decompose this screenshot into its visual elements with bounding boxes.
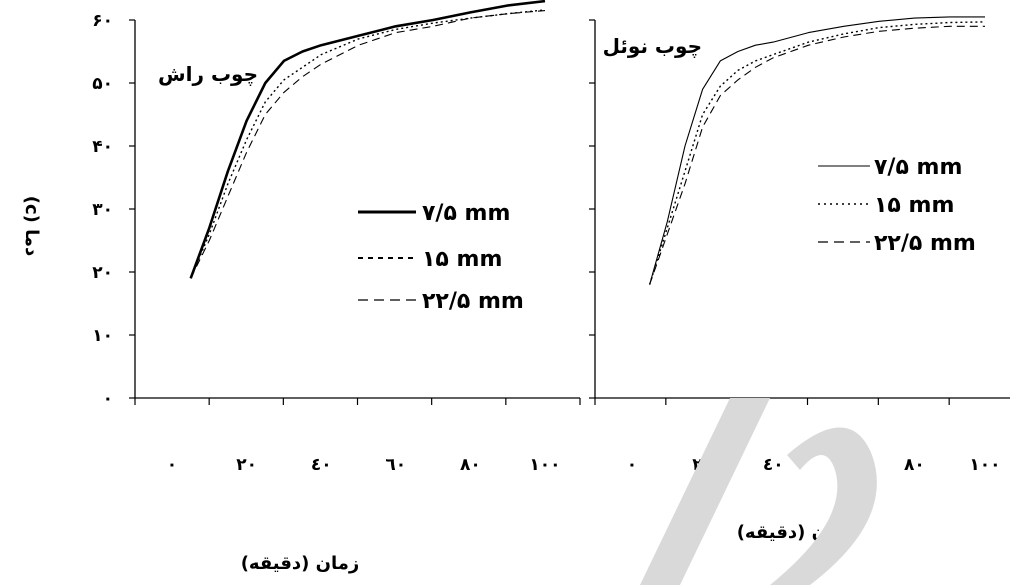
panel1-y-tick-label: ۵۰ bbox=[92, 74, 113, 94]
panel1-x-tick-label: ۰ bbox=[167, 455, 177, 475]
panel1-title: چوب راش bbox=[158, 62, 258, 87]
panel2-y-ticks bbox=[589, 19, 595, 399]
panel1-series-line-1 bbox=[189, 0, 546, 279]
panel1-y-tick-label: ۱۰ bbox=[92, 326, 113, 346]
panel2-x-tick-label: ۸۰ bbox=[904, 455, 925, 475]
panel1-legend-label-3: ۲۲/۵ mm bbox=[422, 289, 524, 314]
panel1-series-line-2 bbox=[190, 9, 546, 279]
panel1-x-tick-label: ۲۰ bbox=[236, 455, 257, 475]
panel2-x-tick-label: ۱۰۰ bbox=[969, 455, 1000, 475]
watermark bbox=[640, 398, 877, 585]
panel1-y-tick-labels: ۰ ۱۰ ۲۰ ۳۰ ۴۰ ۵۰ ۶۰ bbox=[92, 11, 113, 409]
panel2-x-tick-label: ۰ bbox=[627, 455, 637, 475]
panel2-legend-label-3: ۲۲/۵ mm bbox=[874, 231, 976, 256]
panel-1: ۰ ۱۰ ۲۰ ۳۰ ۴۰ ۵۰ ۶۰ ۰ ۲۰ ٤۰ ٦۰ ۸۰ ۱۰۰ چوب راش ۷/۵ m… bbox=[21, 0, 581, 574]
panel1-y-tick-label: ۶۰ bbox=[92, 11, 113, 31]
panel1-y-tick-label: ۲۰ bbox=[92, 263, 113, 283]
panel1-y-ticks bbox=[129, 19, 135, 399]
panel1-x-axis-label: زمان (دقیقه) bbox=[241, 553, 360, 574]
panel2-legend-label-1: ۷/۵ mm bbox=[874, 155, 962, 180]
panel1-y-axis-label: دما (c) bbox=[21, 196, 42, 257]
panel1-x-tick-label: ٤۰ bbox=[311, 455, 332, 475]
panel2-series-lines bbox=[648, 16, 986, 285]
panel1-y-tick-label: ۳۰ bbox=[92, 200, 113, 220]
panel2-legend-label-2: ۱۵ mm bbox=[874, 193, 954, 218]
panel2-x-tick-label: ٤۰ bbox=[763, 455, 784, 475]
panel2-series-line-3 bbox=[649, 25, 985, 285]
panel2-title: چوب نوئل bbox=[603, 34, 702, 59]
panel1-y-tick-label: ۰ bbox=[103, 389, 113, 409]
panel1-x-tick-label: ٦۰ bbox=[385, 455, 406, 475]
panel1-x-tick-labels: ۰ ۲۰ ٤۰ ٦۰ ۸۰ ۱۰۰ bbox=[167, 455, 561, 475]
panel1-legend: ۷/۵ mm ۱۵ mm ۲۲/۵ mm bbox=[358, 201, 524, 314]
panel2-legend: ۷/۵ mm ۱۵ mm ۲۲/۵ mm bbox=[818, 155, 976, 256]
panel2-series-line-1 bbox=[649, 16, 985, 285]
panel1-legend-label-1: ۷/۵ mm bbox=[422, 201, 510, 226]
panel1-x-tick-label: ۱۰۰ bbox=[529, 455, 560, 475]
panel1-series-line-3 bbox=[190, 10, 546, 279]
panel1-series-lines bbox=[189, 0, 546, 279]
panel1-y-tick-label: ۴۰ bbox=[92, 137, 113, 157]
panel1-x-ticks bbox=[134, 398, 581, 405]
panel1-legend-label-2: ۱۵ mm bbox=[422, 247, 502, 272]
panel2-x-ticks bbox=[594, 398, 950, 405]
panel1-x-tick-label: ۸۰ bbox=[460, 455, 481, 475]
